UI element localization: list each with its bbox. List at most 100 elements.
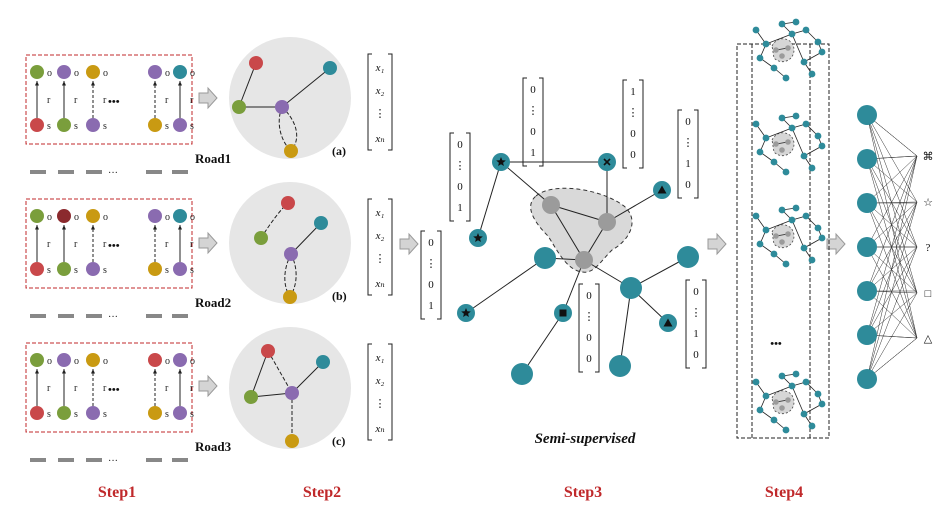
mini-node-gray (785, 397, 791, 403)
vector-entry: 1 (693, 328, 699, 340)
graph-node (314, 216, 328, 230)
mini-node (770, 250, 778, 258)
graph-edge (290, 222, 322, 255)
mini-edge (803, 237, 823, 249)
mini-node (756, 54, 764, 62)
output-symbol: ☆ (923, 197, 933, 209)
vector-entry: 0 (586, 290, 592, 302)
object-label: o (103, 356, 108, 367)
onehot-vector-v_center: 0 ⋮ 0 0 (578, 283, 600, 373)
highlighted-node (542, 196, 560, 214)
mini-node (792, 18, 800, 26)
mini-node (788, 30, 796, 38)
relation-label: r (74, 95, 78, 106)
relation-label: r (103, 383, 107, 394)
subject-node (57, 262, 71, 276)
mini-node (818, 142, 826, 150)
relation-label: r (165, 239, 169, 250)
mini-node (752, 378, 760, 386)
subject-node (148, 118, 162, 132)
separator-dash (58, 458, 74, 462)
mini-node (782, 168, 790, 176)
mini-graph-3 (752, 204, 826, 268)
step1-section: osrosrosrosrosr•••···Road1osrosrosrosros… (25, 54, 232, 467)
subject-label: s (47, 265, 51, 276)
fc-edge (866, 155, 918, 336)
road-box (25, 54, 193, 145)
vector-bracket-right (702, 279, 707, 369)
step3-edge (477, 161, 502, 239)
fc-edge (866, 155, 918, 380)
graph-circle-bg (229, 182, 351, 304)
fc-edge (866, 202, 918, 248)
step3-nodes (457, 153, 699, 385)
graph-node (232, 100, 246, 114)
object-node (57, 209, 71, 223)
mini-node (788, 382, 796, 390)
input-neuron (857, 237, 877, 257)
vector-vdots: ⋮ (375, 398, 386, 410)
onehot-vector-v_top1: 0 ⋮ 0 1 (522, 77, 544, 167)
subject-label: s (74, 121, 78, 132)
mini-node (782, 74, 790, 82)
vector-bracket-right (694, 109, 699, 199)
fc-edge (866, 155, 918, 292)
vector-bracket-left (367, 343, 372, 441)
mini-node (808, 164, 816, 172)
fc-edge (866, 158, 918, 203)
vector-entry: 0 (685, 116, 691, 128)
subject-label: s (165, 265, 169, 276)
mini-node (762, 392, 770, 400)
separator-dash (86, 458, 102, 462)
road-label: Road2 (195, 295, 231, 310)
mini-node (808, 70, 816, 78)
vector-xn: xₙ (374, 423, 384, 435)
step3-edge (550, 204, 585, 261)
flow-arrow (399, 232, 419, 256)
vector-bracket-right (437, 230, 442, 320)
onehot-vector-v_top2: 1 ⋮ 0 0 (622, 79, 644, 169)
subject-label: s (103, 121, 107, 132)
fc-edge (866, 337, 918, 380)
mini-node (792, 204, 800, 212)
mini-node (800, 244, 808, 252)
graph-node (283, 290, 297, 304)
vector-entry: ⋮ (584, 311, 595, 323)
object-node (173, 65, 187, 79)
subject-node (86, 118, 100, 132)
mini-node (788, 216, 796, 224)
separator-dash (58, 170, 74, 174)
vector-vdots: ⋮ (375, 253, 386, 265)
fc-edge (866, 246, 918, 294)
subject-node (30, 406, 44, 420)
graph-edge-dashed (267, 350, 293, 394)
object-node (30, 65, 44, 79)
separator-dash (30, 314, 46, 318)
output-symbol: △ (924, 333, 933, 345)
square-icon (559, 309, 567, 317)
subject-label: s (103, 265, 107, 276)
object-label: o (74, 212, 79, 223)
relation-label: r (47, 239, 51, 250)
fc-edge (866, 246, 918, 339)
vector-entry: 0 (530, 84, 536, 96)
fc-edge (866, 114, 918, 157)
input-neuron (857, 193, 877, 213)
graph-edge (291, 361, 324, 394)
object-label: o (47, 356, 52, 367)
mini-node-gray (779, 239, 785, 245)
subject-node (148, 406, 162, 420)
object-label: o (165, 356, 170, 367)
flow-arrow (198, 374, 218, 398)
output-symbol: ⌘ (923, 151, 934, 163)
object-node (148, 65, 162, 79)
fc-edge (866, 290, 918, 339)
object-node (173, 209, 187, 223)
graph-node (285, 434, 299, 448)
step2-label: Step2 (303, 484, 341, 501)
graph-node (284, 247, 298, 261)
fc-edge (866, 155, 918, 248)
mini-node (814, 38, 822, 46)
vector-bracket-left (578, 283, 583, 373)
